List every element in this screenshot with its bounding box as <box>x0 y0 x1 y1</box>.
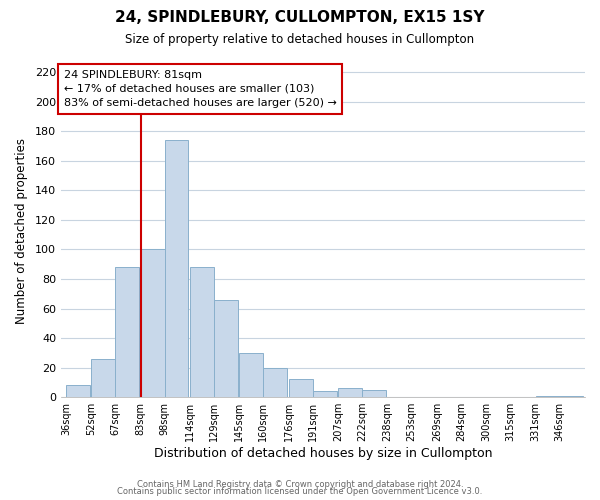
Bar <box>115 267 139 397</box>
Text: Contains HM Land Registry data © Crown copyright and database right 2024.: Contains HM Land Registry data © Crown c… <box>137 480 463 489</box>
Bar <box>91 358 115 397</box>
Bar <box>263 368 287 397</box>
Text: 24 SPINDLEBURY: 81sqm
← 17% of detached houses are smaller (103)
83% of semi-det: 24 SPINDLEBURY: 81sqm ← 17% of detached … <box>64 70 337 108</box>
Bar <box>313 391 337 397</box>
Text: Size of property relative to detached houses in Cullompton: Size of property relative to detached ho… <box>125 32 475 46</box>
Bar <box>190 267 214 397</box>
Text: Contains public sector information licensed under the Open Government Licence v3: Contains public sector information licen… <box>118 487 482 496</box>
Bar <box>140 250 164 397</box>
X-axis label: Distribution of detached houses by size in Cullompton: Distribution of detached houses by size … <box>154 447 492 460</box>
Bar <box>560 396 583 397</box>
Bar <box>214 300 238 397</box>
Bar <box>536 396 560 397</box>
Bar <box>289 380 313 397</box>
Bar <box>66 386 90 397</box>
Bar <box>362 390 386 397</box>
Y-axis label: Number of detached properties: Number of detached properties <box>15 138 28 324</box>
Bar <box>338 388 362 397</box>
Bar <box>239 353 263 397</box>
Bar <box>164 140 188 397</box>
Text: 24, SPINDLEBURY, CULLOMPTON, EX15 1SY: 24, SPINDLEBURY, CULLOMPTON, EX15 1SY <box>115 10 485 25</box>
